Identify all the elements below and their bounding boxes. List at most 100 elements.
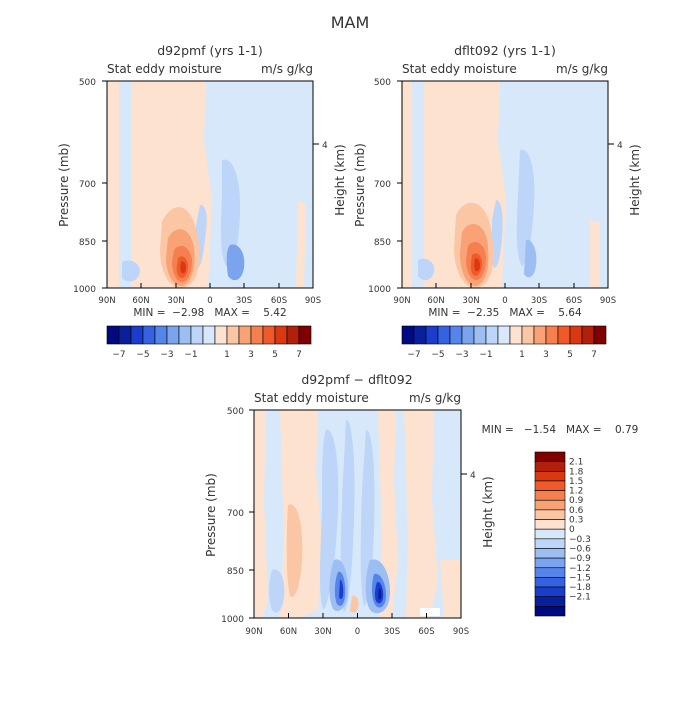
y-right-axis-label: Height (km) [628,144,642,215]
panel-d92pmf: d92pmf (yrs 1-1) Stat eddy moisture m/s … [57,43,347,360]
x-tick-label: 30S [384,627,400,637]
y-tick-label: 700 [227,509,244,519]
panel-difference: d92pmf − dflt092 Stat eddy moisture m/s … [204,372,638,637]
panel-title: d92pmf − dflt092 [301,372,412,387]
colorbar-label: −1.2 [569,564,591,574]
colorbar-label: 5 [272,350,278,360]
colorbar-label: −5 [431,350,444,360]
y-axis-label: Pressure (mb) [57,143,71,227]
y-right-tick-label: 4 [470,471,476,481]
x-tick-label: 90N [393,296,410,306]
x-tick-label: 0 [502,296,507,306]
y-tick-label: 500 [79,78,96,88]
colorbar-swatch [401,325,415,345]
colorbar-label: 7 [591,350,597,360]
colorbar-swatch [534,586,566,598]
y-tick-label: 850 [374,238,391,248]
colorbar-label: 0.6 [569,506,584,516]
colorbar-label: −7 [407,350,420,360]
panel-subtitle-left: Stat eddy moisture [254,391,369,405]
colorbar-swatch [534,509,566,520]
colorbar-label: −1 [184,350,197,360]
x-tick-label: 60N [132,296,149,306]
x-tick-label: 90S [305,296,321,306]
colorbar-swatch [202,325,216,345]
panel-subtitle-right: m/s g/kg [556,62,608,76]
colorbar-swatch [154,325,168,345]
colorbar-swatch [533,325,547,345]
colorbar-swatch [534,451,566,462]
colorbar-swatch [166,325,180,345]
panel-subtitle-left: Stat eddy moisture [402,62,517,76]
x-tick-label: 60S [418,627,434,637]
y-ticks [397,80,614,289]
colorbar-swatch [473,325,487,345]
colorbar-swatch [593,325,607,345]
y-right-axis-label: Height (km) [481,476,495,547]
colorbar-swatch [534,480,566,491]
colorbar-swatch [534,577,566,588]
colorbar-swatch [534,528,566,540]
y-tick-label: 1000 [221,615,244,625]
colorbar-label: 7 [296,350,302,360]
colorbar-swatch [238,325,252,345]
y-right-axis-label: Height (km) [333,144,347,215]
colorbar-swatch [178,325,192,345]
colorbar-label: 5 [567,350,573,360]
y-tick-label: 700 [374,180,391,190]
colorbar-swatch [449,325,463,345]
colorbar-swatch [262,325,276,345]
x-tick-label: 60S [566,296,582,306]
colorbar-label: 0.9 [569,496,584,506]
colorbar: 2.11.81.51.20.90.60.30−0.3−0.6−0.9−1.2−1… [534,451,591,617]
y-tick-label: 500 [374,78,391,88]
colorbar-swatch [509,325,523,345]
colorbar-swatch [534,499,566,511]
x-tick-label: 60N [427,296,444,306]
colorbar-swatch [461,325,475,345]
colorbar-swatch [534,519,566,530]
x-ticks [401,283,609,288]
figure-title: MAM [331,13,370,32]
colorbar-swatch [286,325,300,345]
min-max-stats: MIN = −2.98 MAX = 5.42 [133,307,286,319]
colorbar-label: −1 [479,350,492,360]
x-tick-label: 30S [236,296,252,306]
colorbar-label: −1.5 [569,573,591,583]
y-tick-label: 1000 [368,285,391,295]
y-axis-label: Pressure (mb) [353,143,367,227]
colorbar-swatch [250,325,264,345]
colorbar-swatch [534,470,566,482]
colorbar-swatch [534,596,566,607]
y-tick-label: 1000 [73,285,96,295]
y-right-tick-label: 4 [322,141,328,151]
panel-subtitle-right: m/s g/kg [409,391,461,405]
colorbar-label: −3 [160,350,173,360]
x-tick-label: 0 [207,296,212,306]
contour-field [254,410,461,618]
colorbar-swatch [425,325,439,345]
contour-field [402,81,608,288]
colorbar-swatch [226,325,240,345]
colorbar-label: −7 [112,350,125,360]
colorbar-swatch [534,461,566,472]
panel-dflt092: dflt092 (yrs 1-1) Stat eddy moisture m/s… [353,43,642,360]
y-ticks [249,409,467,619]
colorbar-label: 0.3 [569,516,583,526]
panel-subtitle-right: m/s g/kg [261,62,313,76]
colorbar-label: −0.6 [569,544,591,554]
colorbar-swatch [534,567,566,578]
colorbar-label: −0.9 [569,554,591,564]
colorbar-swatch [557,325,571,345]
colorbar-label: −2.1 [569,593,591,603]
x-tick-label: 60N [280,627,297,637]
colorbar-label: 0 [569,525,575,535]
colorbar-swatch [545,325,559,345]
panel-subtitle-left: Stat eddy moisture [107,62,222,76]
colorbar-swatch [298,325,312,345]
colorbar-swatch [497,325,511,345]
colorbar-label: 1 [519,350,525,360]
colorbar-swatch [534,538,566,549]
colorbar-swatch [534,557,566,569]
